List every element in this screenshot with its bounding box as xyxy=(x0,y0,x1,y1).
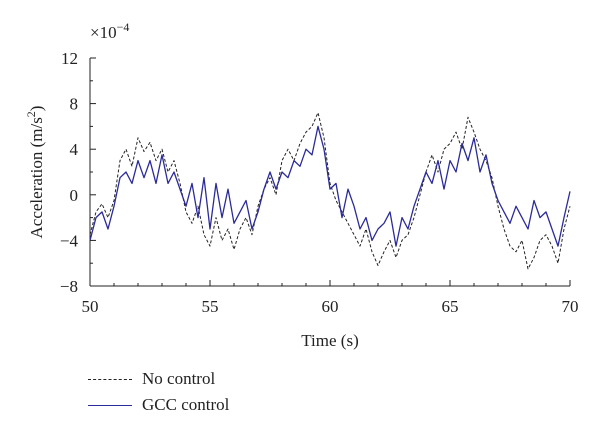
legend-swatch-dashed xyxy=(88,378,132,380)
legend: No control GCC control xyxy=(88,366,229,418)
x-tick-label: 70 xyxy=(562,297,579,316)
legend-item-gcc-control: GCC control xyxy=(88,392,229,418)
x-axis-title: Time (s) xyxy=(301,331,358,350)
legend-item-no-control: No control xyxy=(88,366,229,392)
y-tick-label: 12 xyxy=(61,49,78,68)
y-tick-label: 0 xyxy=(70,186,79,205)
legend-label: No control xyxy=(142,369,216,388)
x-tick-label: 50 xyxy=(82,297,99,316)
ticks: 12 8 4 0 −4 −850 55 60 65 70 xyxy=(60,49,579,316)
legend-label: GCC control xyxy=(142,395,230,414)
y-axis-title: Acceleration (m/s2) xyxy=(24,106,46,239)
y-tick-label: 8 xyxy=(70,95,79,114)
series-line-no-control xyxy=(89,112,571,270)
legend-swatch-solid xyxy=(88,404,132,406)
x-tick-label: 65 xyxy=(442,297,459,316)
series-group xyxy=(89,112,571,270)
series-line-gcc-control xyxy=(89,125,571,247)
y-tick-label: −8 xyxy=(60,277,78,296)
y-tick-label: −4 xyxy=(60,231,79,250)
scale-factor: ×10−4 xyxy=(90,20,129,42)
x-tick-label: 55 xyxy=(202,297,219,316)
axes xyxy=(89,58,570,287)
x-tick-label: 60 xyxy=(322,297,339,316)
y-tick-label: 4 xyxy=(70,140,79,159)
